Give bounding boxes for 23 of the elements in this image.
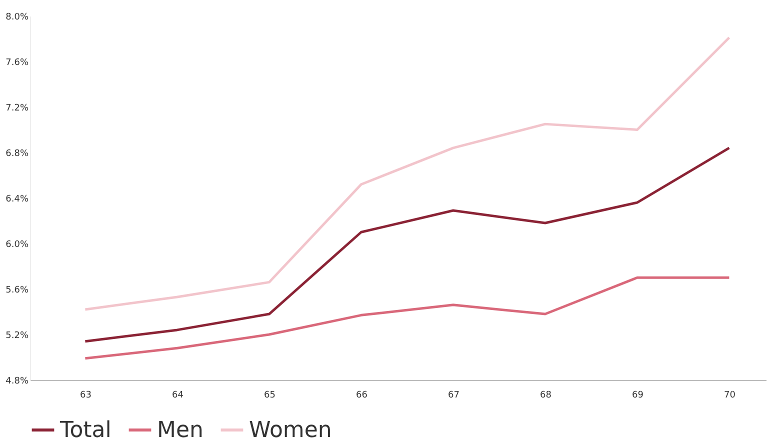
y-tick-label: 6.8% (6, 149, 29, 159)
x-tick-label: 68 (540, 390, 552, 400)
x-tick-label: 65 (264, 390, 276, 400)
y-tick-label: 5.6% (6, 286, 29, 296)
x-tick-label: 69 (632, 390, 644, 400)
line-series (84, 146, 730, 343)
x-tick-label: 64 (172, 390, 184, 400)
y-tick-label: 6.4% (6, 194, 29, 204)
legend-label: Total (59, 418, 112, 443)
line-series (84, 276, 730, 360)
x-tick-label: 63 (80, 390, 92, 400)
line-series (84, 36, 730, 311)
y-tick-label: 7.2% (6, 104, 29, 114)
x-tick-label: 70 (724, 390, 736, 400)
y-tick-label: 4.8% (6, 376, 29, 386)
x-tick-label: 66 (356, 390, 368, 400)
legend-label: Women (249, 418, 332, 443)
y-tick-label: 5.2% (6, 331, 29, 341)
x-tick-label: 67 (448, 390, 460, 400)
y-tick-label: 6.0% (6, 240, 29, 250)
y-tick-label: 7.6% (6, 58, 29, 68)
legend-label: Men (157, 418, 204, 443)
y-tick-label: 8.0% (6, 12, 29, 22)
